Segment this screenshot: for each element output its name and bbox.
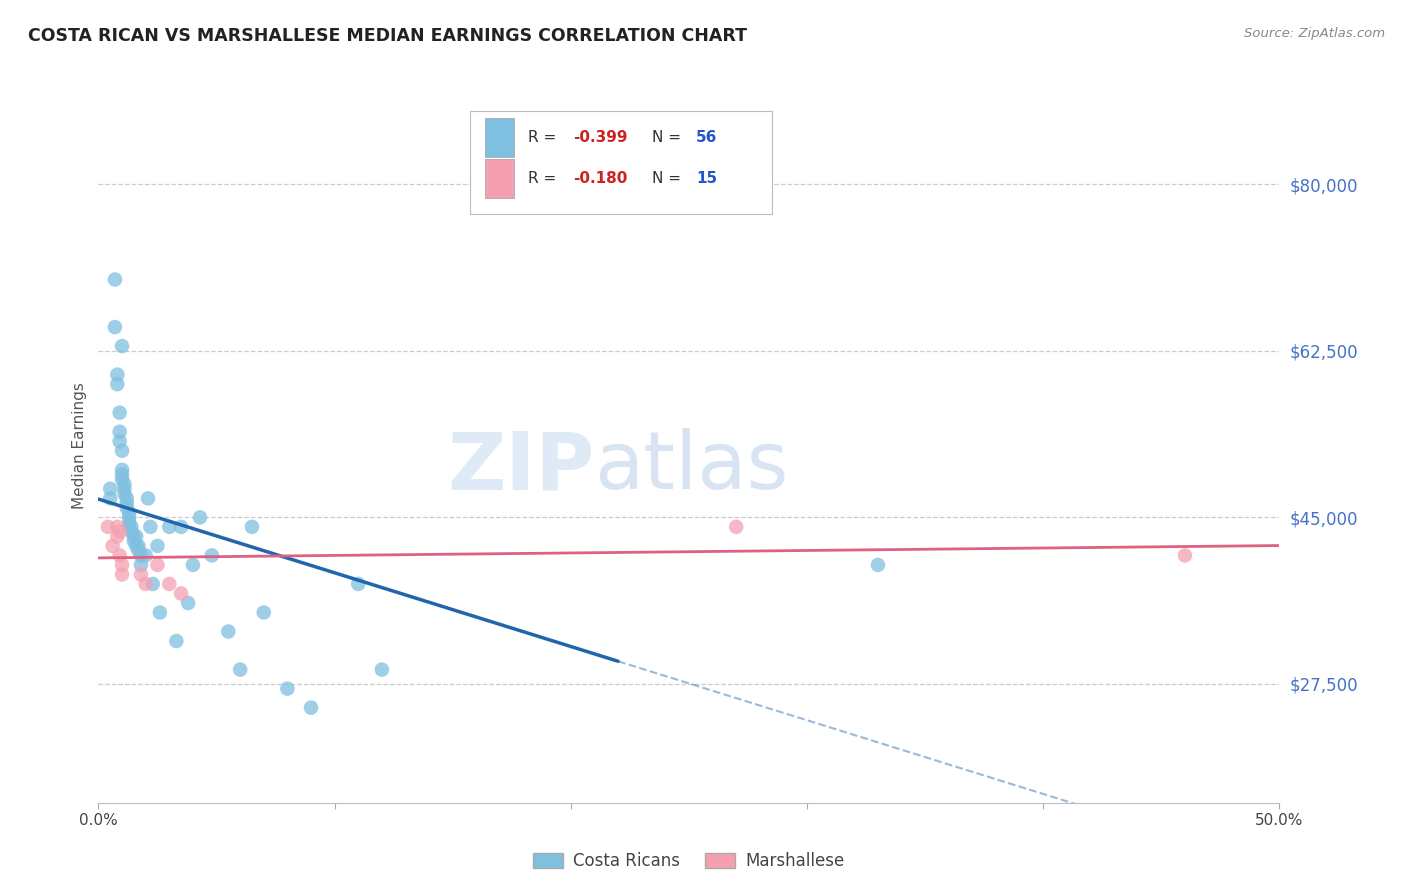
Point <box>108 524 131 539</box>
Point <box>299 700 322 714</box>
Point <box>115 500 138 515</box>
Point <box>146 558 169 572</box>
Point <box>122 534 145 549</box>
Point <box>112 477 135 491</box>
Text: 56: 56 <box>696 130 717 145</box>
Point <box>98 482 121 496</box>
Point <box>165 634 187 648</box>
Point <box>149 606 172 620</box>
Point <box>157 520 180 534</box>
Text: 15: 15 <box>696 171 717 186</box>
Point <box>157 577 180 591</box>
Point <box>105 377 128 392</box>
Point <box>121 524 143 539</box>
Text: Source: ZipAtlas.com: Source: ZipAtlas.com <box>1244 27 1385 40</box>
FancyBboxPatch shape <box>485 118 515 157</box>
Point <box>188 510 211 524</box>
Point <box>371 663 394 677</box>
Point <box>111 467 134 482</box>
Point <box>112 482 135 496</box>
Text: -0.180: -0.180 <box>574 171 627 186</box>
Point <box>170 520 193 534</box>
Point <box>125 539 148 553</box>
Point <box>128 543 150 558</box>
Point <box>276 681 298 696</box>
Point <box>105 529 128 543</box>
FancyBboxPatch shape <box>485 159 515 198</box>
Point <box>111 472 134 486</box>
Point <box>136 491 159 506</box>
Point <box>98 491 121 506</box>
Text: COSTA RICAN VS MARSHALLESE MEDIAN EARNINGS CORRELATION CHART: COSTA RICAN VS MARSHALLESE MEDIAN EARNIN… <box>28 27 747 45</box>
Point <box>125 529 148 543</box>
Point <box>111 339 134 353</box>
Point <box>725 520 748 534</box>
Point <box>108 549 131 563</box>
Point <box>253 606 276 620</box>
Point <box>104 272 127 286</box>
Point <box>142 577 165 591</box>
Point <box>97 520 120 534</box>
Point <box>135 577 157 591</box>
Point <box>118 506 141 520</box>
Point <box>129 558 152 572</box>
Point <box>108 434 131 449</box>
Point <box>105 520 128 534</box>
Point <box>105 368 128 382</box>
Point <box>135 549 157 563</box>
Text: ZIP: ZIP <box>447 428 595 507</box>
Point <box>111 567 134 582</box>
Point <box>111 463 134 477</box>
Point <box>112 486 135 500</box>
Point <box>1174 549 1197 563</box>
Point <box>115 496 138 510</box>
Point <box>115 491 138 506</box>
FancyBboxPatch shape <box>471 111 772 214</box>
Point <box>118 520 141 534</box>
Point <box>104 320 127 334</box>
Y-axis label: Median Earnings: Median Earnings <box>72 383 87 509</box>
Point <box>108 406 131 420</box>
Point <box>170 586 193 600</box>
Point <box>240 520 263 534</box>
Text: N =: N = <box>652 130 686 145</box>
Point <box>111 443 134 458</box>
Point <box>139 520 162 534</box>
Point <box>108 425 131 439</box>
Point <box>129 549 152 563</box>
Point <box>217 624 239 639</box>
Point <box>177 596 200 610</box>
Point <box>111 558 134 572</box>
Point <box>201 549 224 563</box>
Point <box>229 663 252 677</box>
Point <box>181 558 204 572</box>
Point <box>121 520 143 534</box>
Point <box>347 577 370 591</box>
Point <box>122 529 145 543</box>
Point <box>866 558 889 572</box>
Text: N =: N = <box>652 171 686 186</box>
Legend: Costa Ricans, Marshallese: Costa Ricans, Marshallese <box>527 846 851 877</box>
Point <box>118 515 141 529</box>
Point <box>101 539 124 553</box>
Text: R =: R = <box>529 130 561 145</box>
Point <box>128 539 150 553</box>
Text: atlas: atlas <box>595 428 789 507</box>
Text: R =: R = <box>529 171 561 186</box>
Point <box>129 567 152 582</box>
Point <box>146 539 169 553</box>
Text: -0.399: -0.399 <box>574 130 627 145</box>
Point <box>118 510 141 524</box>
